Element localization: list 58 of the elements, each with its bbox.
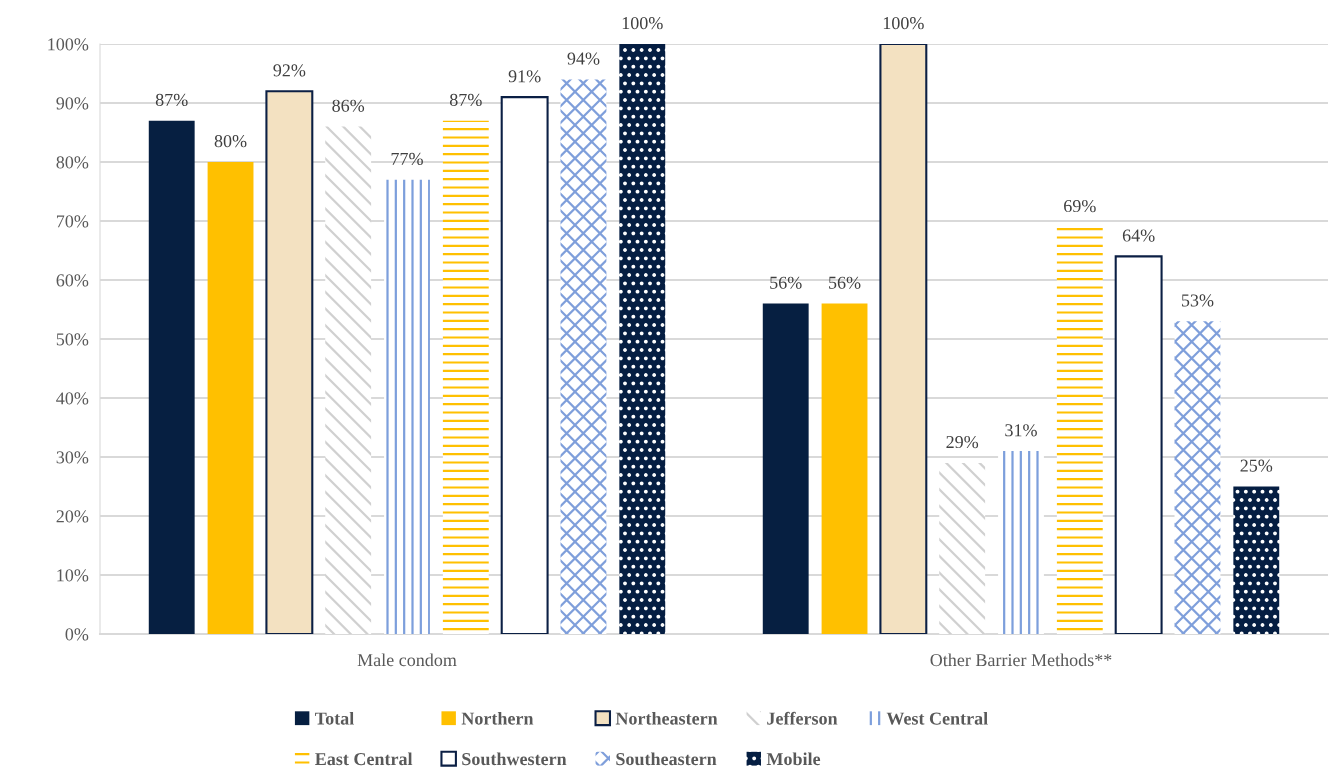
y-tick-label: 40% [56,392,89,405]
y-tick-label: 60% [56,274,89,287]
bar [384,179,430,634]
legend-label: Southeastern [616,752,717,766]
bar [1174,321,1221,634]
data-label: 100% [883,17,924,30]
y-tick-label: 20% [56,510,89,523]
data-label: 56% [829,276,861,289]
legend-label: West Central [886,711,988,725]
legend-label: Southwestern [462,752,567,766]
data-label: 92% [273,64,306,77]
bar [560,79,607,634]
data-label: 29% [946,435,979,449]
y-tick-label: 50% [56,333,89,346]
bar [207,162,254,634]
x-tick-label: Other Barrier Methods** [930,653,1112,667]
y-tick-label: 80% [56,156,89,169]
bar [148,120,195,634]
bar [821,303,868,634]
x-tick-label: Male condom [357,653,457,667]
legend-label: East Central [315,752,413,766]
y-tick-label: 0% [65,628,89,641]
data-label: 77% [391,152,423,165]
data-label: 56% [770,276,802,289]
legend-label: Total [315,711,354,725]
bar [939,462,986,634]
data-label: 94% [567,52,600,65]
y-tick-label: 70% [56,215,89,228]
y-tick-label: 100% [48,38,89,51]
legend-label: Mobile [766,752,821,766]
legend-label: Northeastern [615,711,718,725]
y-tick-label: 10% [57,569,89,582]
legend-label: Northern [461,711,534,725]
data-label: 64% [1122,229,1155,242]
data-label: 87% [449,93,482,106]
y-tick-label: 30% [56,451,89,464]
data-label: 80% [214,135,247,148]
bar [762,303,809,634]
bar [1233,486,1280,634]
bar [325,126,372,634]
bar [500,96,549,634]
data-label: 91% [508,70,541,83]
data-label: 25% [1240,459,1273,472]
data-label: 100% [622,17,663,30]
data-label: 86% [332,99,365,112]
data-label: 69% [1064,199,1096,213]
bar [1114,255,1163,634]
data-label: 53% [1181,294,1214,307]
data-label: 31% [1005,424,1037,437]
legend-label: Jefferson [767,711,838,725]
bar [998,451,1044,634]
bar [442,120,489,634]
bar [619,44,666,634]
data-label: 87% [155,93,188,106]
bar [265,90,314,634]
bar [879,44,928,634]
y-tick-label: 90% [56,97,89,110]
bar [1056,226,1103,634]
